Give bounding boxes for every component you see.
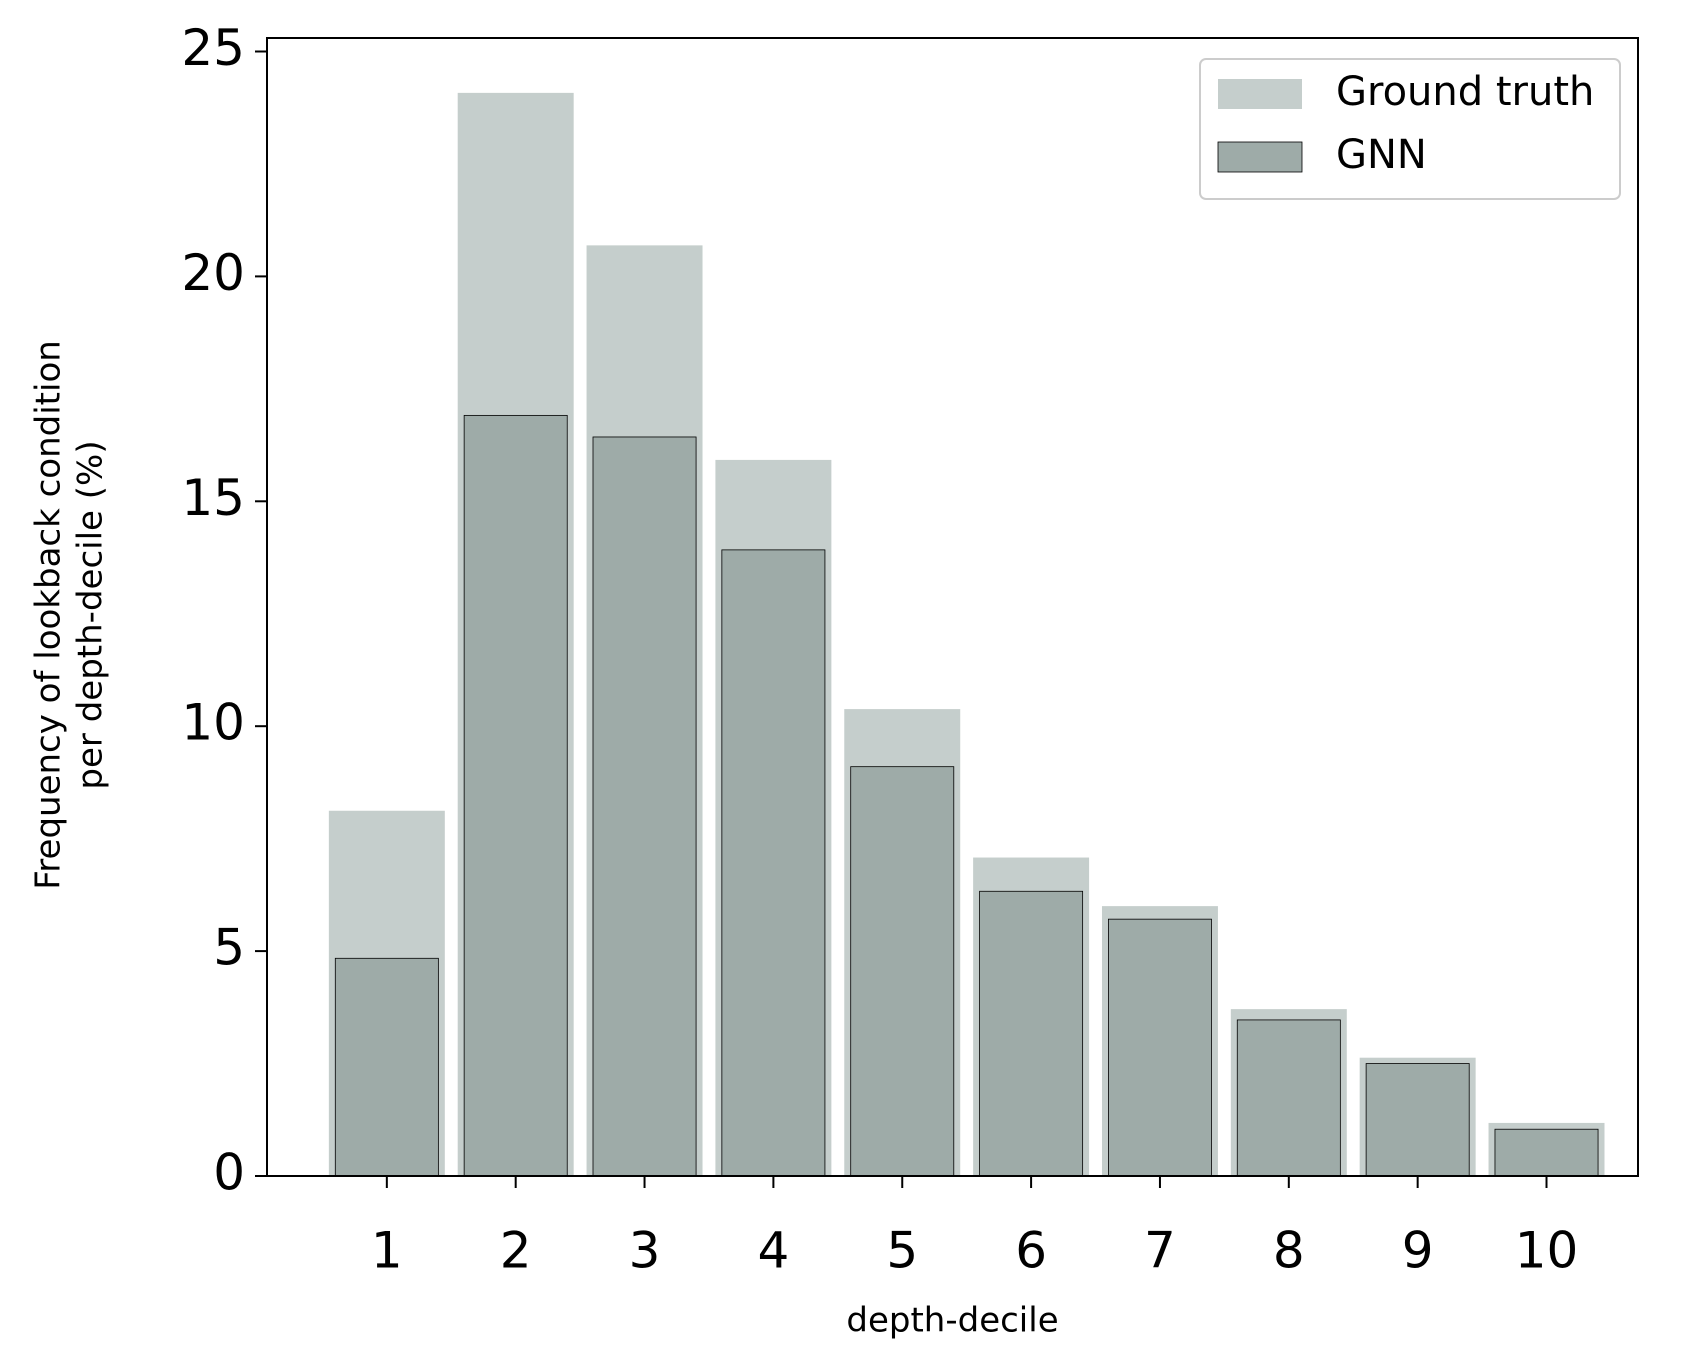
y-tick-label: 25 <box>181 19 245 77</box>
x-tick-label: 4 <box>757 1222 789 1280</box>
bar <box>721 549 826 1177</box>
legend-swatch <box>1218 79 1302 109</box>
y-axis-label: Frequency of lookback condition <box>29 340 69 890</box>
legend-label: Ground truth <box>1336 69 1594 115</box>
x-tick-label: 9 <box>1402 1222 1434 1280</box>
legend-swatch <box>1217 141 1303 173</box>
x-tick-label: 6 <box>1015 1222 1047 1280</box>
y-tick-label: 20 <box>181 244 245 302</box>
x-tick-label: 5 <box>886 1222 918 1280</box>
bar <box>463 414 568 1177</box>
x-tick-label: 2 <box>500 1222 532 1280</box>
bar <box>979 890 1084 1177</box>
x-tick-label: 8 <box>1273 1222 1305 1280</box>
y-tick-label: 10 <box>181 694 245 752</box>
plot-frame <box>266 37 1639 1177</box>
bar <box>1494 1128 1599 1177</box>
bar <box>334 957 439 1177</box>
bar <box>1365 1063 1470 1177</box>
y-axis-label: per depth-decile (%) <box>71 440 111 789</box>
legend: Ground truth GNN <box>1199 58 1621 200</box>
x-axis-label: depth-decile <box>846 1301 1058 1341</box>
legend-frame <box>1199 58 1621 200</box>
bar <box>592 436 697 1177</box>
legend-label: GNN <box>1336 132 1427 178</box>
x-tick-label: 1 <box>371 1222 403 1280</box>
y-tick-label: 15 <box>181 469 245 527</box>
x-tick-label: 7 <box>1144 1222 1176 1280</box>
y-tick-label: 0 <box>213 1144 245 1202</box>
bar <box>1108 918 1212 1177</box>
x-tick-label: 10 <box>1515 1222 1579 1280</box>
y-tick-label: 5 <box>213 919 245 977</box>
x-tick-label: 3 <box>629 1222 661 1280</box>
bar <box>1236 1019 1341 1177</box>
bar <box>850 766 955 1177</box>
